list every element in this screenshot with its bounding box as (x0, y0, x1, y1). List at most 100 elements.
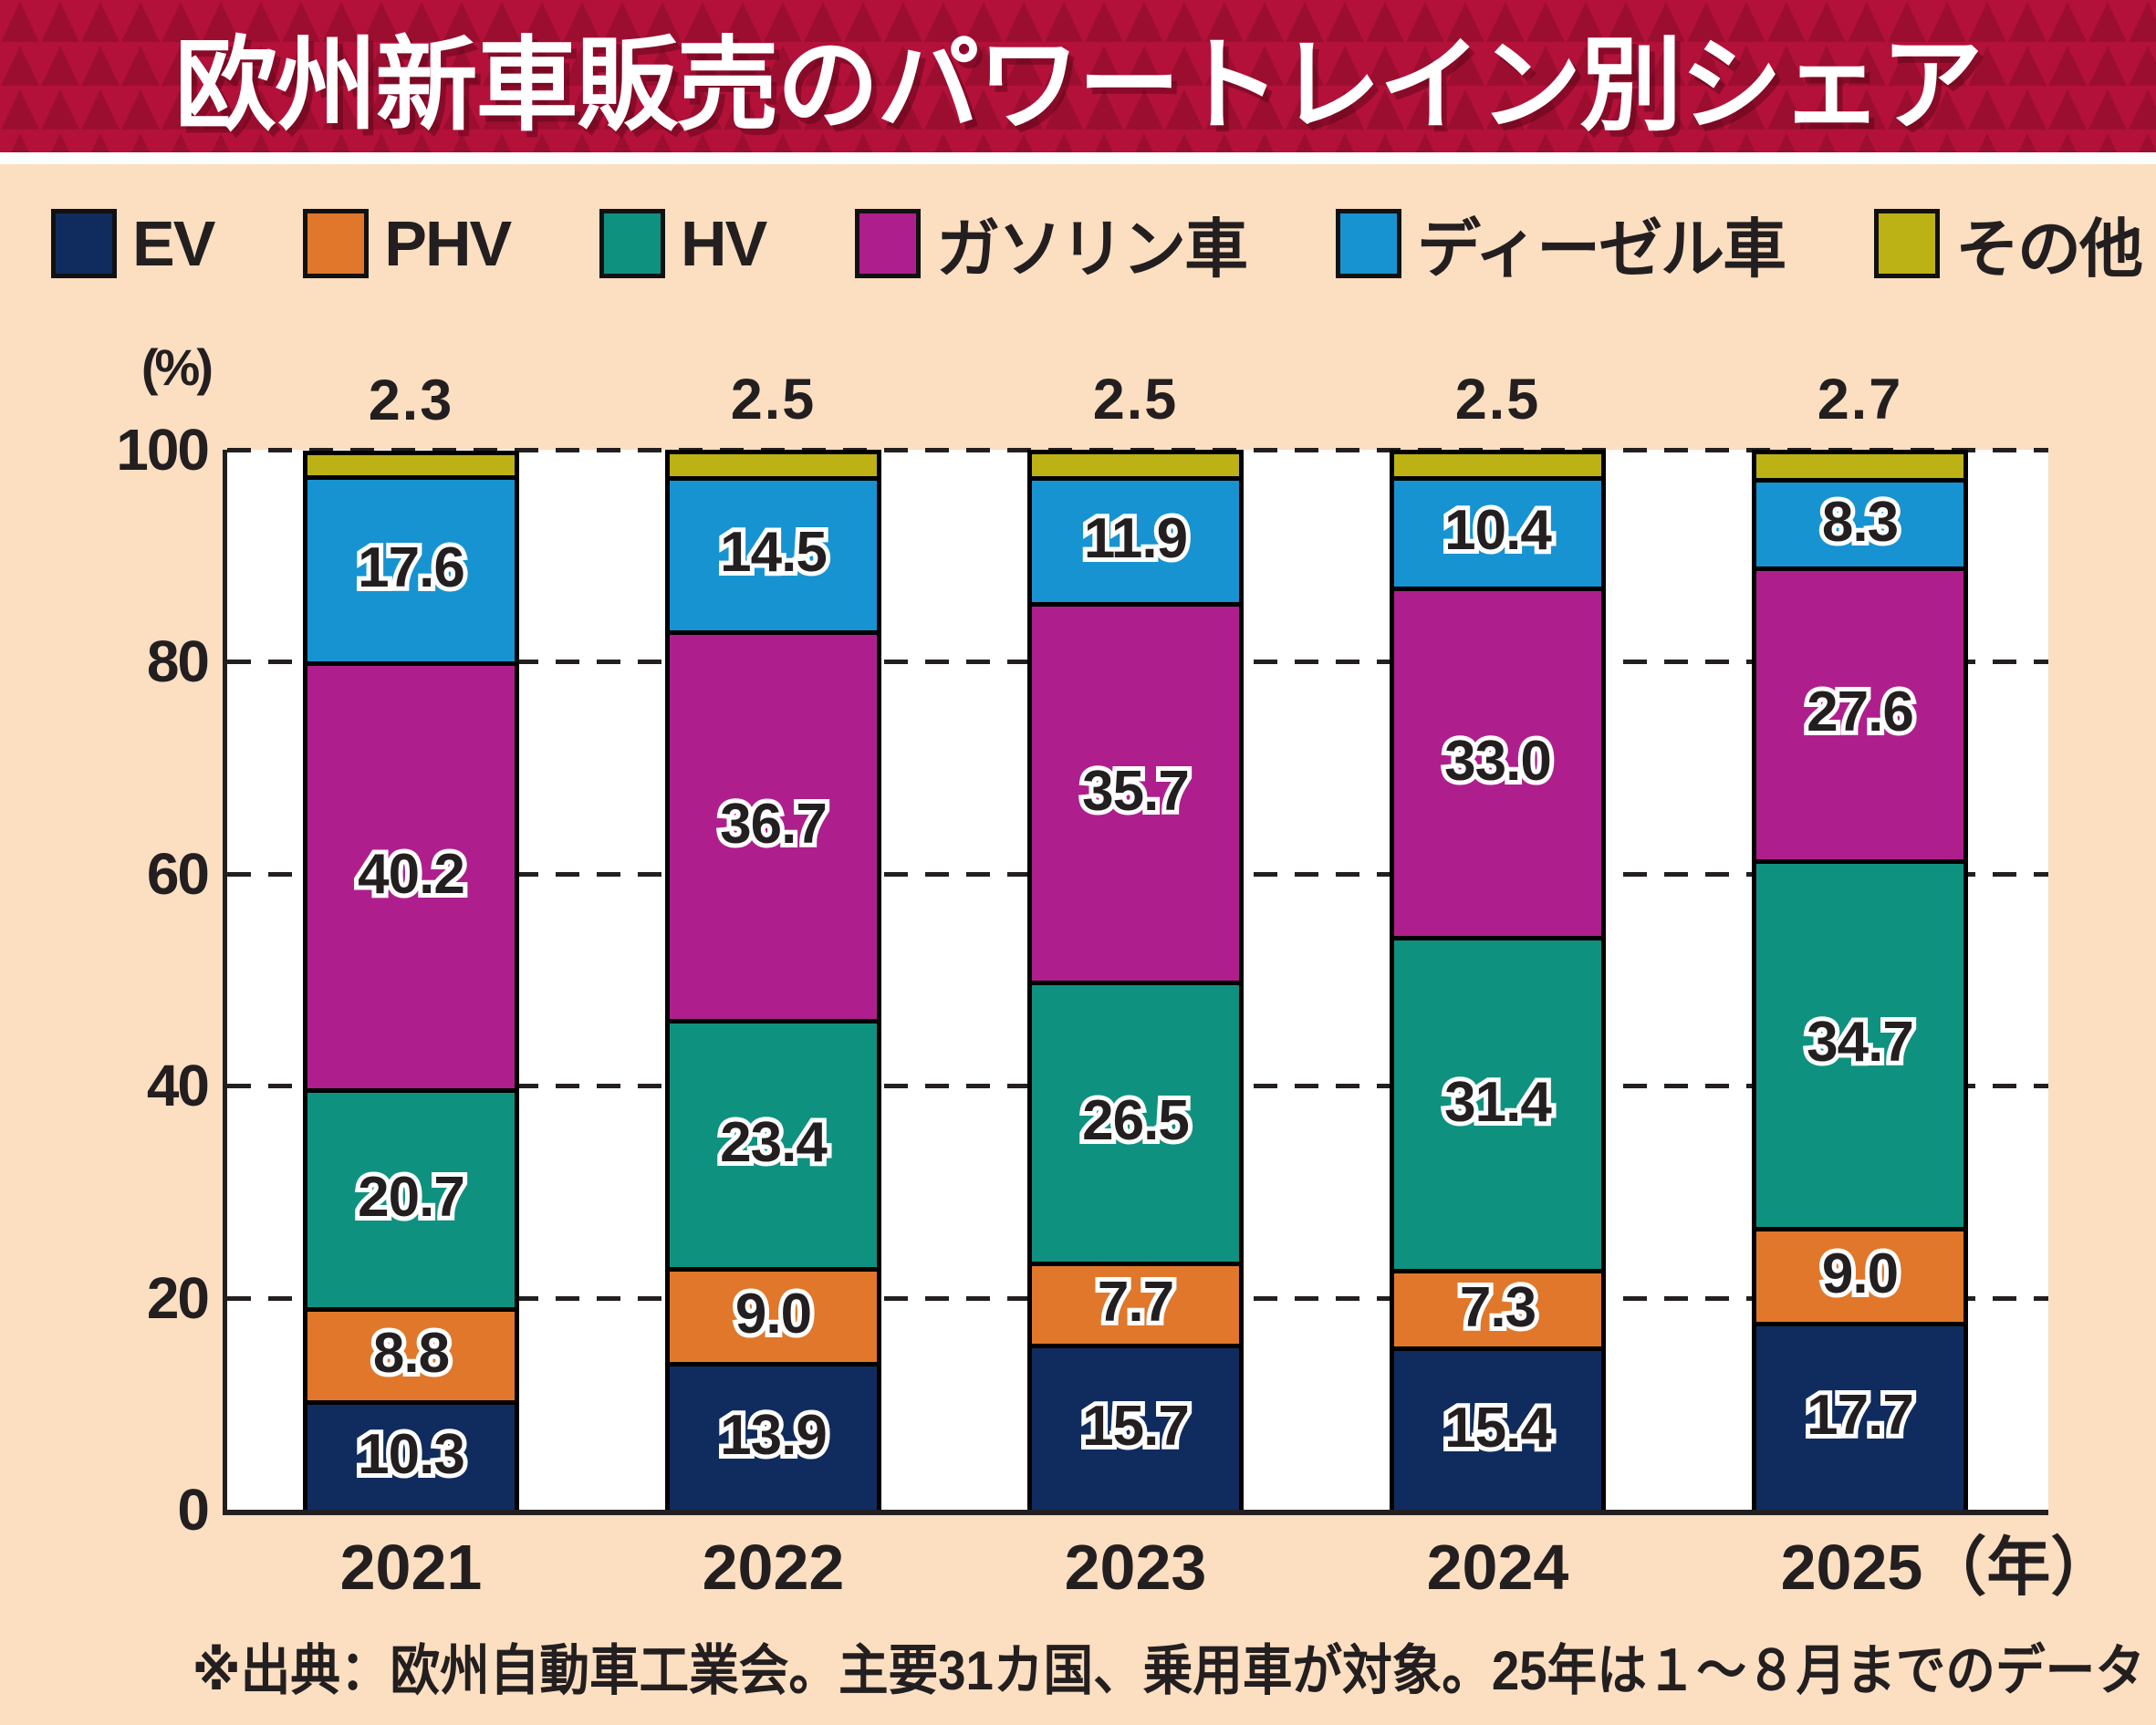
segment-value-label: 9.0 (1817, 1238, 1903, 1310)
segment-value-label: 26.5 (1078, 1085, 1194, 1157)
source-footnote: ※出典：欧州自動車工業会。主要31カ国、乗用車が対象。25年は１～８月までのデー… (192, 1640, 2145, 1701)
above-bar-value-label-2024: 2.5 (1454, 368, 1541, 431)
bar-segment-HV-2025 (1752, 858, 1968, 1227)
bar-segment-ディーゼル車-2023 (1027, 476, 1244, 603)
legend-swatch-icon (51, 209, 117, 278)
segment-value-label: 9.0 (731, 1278, 817, 1350)
stacked-bar-2025: 17.7 9.0 34.7 27.6 8.3 (1752, 450, 1968, 1510)
bar-segment-ディーゼル車-2021 (303, 474, 519, 662)
segment-value-label: 8.3 (1817, 486, 1903, 558)
legend-item-5: ディーゼル車 (1336, 198, 1786, 290)
bar-segment-PHV-2024 (1390, 1269, 1606, 1347)
segment-value-label: 23.4 (715, 1107, 832, 1179)
above-bar-value-label-2022: 2.5 (730, 368, 817, 431)
legend-swatch-icon (1336, 209, 1402, 278)
x-tick-label-2022: 2022 (702, 1532, 845, 1603)
x-tick-label-2025: 2025（年） (1780, 1532, 2115, 1603)
bar-segment-その他-2021 (303, 451, 519, 475)
legend: EV PHV HV ガソリン車 ディーゼル車 その他 (0, 203, 2156, 285)
y-tick-label-80: 80 (146, 629, 210, 695)
y-tick-label-0: 0 (177, 1477, 210, 1543)
bar-segment-ガソリン車-2021 (303, 661, 519, 1088)
segment-value-label: 13.9 (715, 1399, 832, 1471)
legend-item-4: ガソリン車 (855, 198, 1248, 290)
stacked-bar-2022: 13.9 9.0 23.4 36.7 14.5 (665, 450, 881, 1510)
bar-segment-その他-2022 (665, 450, 881, 477)
stacked-bar-2024: 15.4 7.3 31.4 33.0 10.4 (1390, 450, 1606, 1510)
legend-item-2: PHV (303, 207, 512, 280)
legend-swatch-icon (1873, 209, 1940, 278)
legend-item-3: HV (599, 207, 767, 280)
y-tick-label-60: 60 (146, 840, 210, 907)
segment-value-label: 27.6 (1802, 676, 1919, 748)
stacked-bar-2021: 10.3 8.8 20.7 40.2 17.6 (303, 451, 519, 1510)
bar-segment-HV-2023 (1027, 981, 1244, 1263)
segment-value-label: 10.4 (1440, 494, 1557, 566)
legend-item-label: ディーゼル車 (1417, 213, 1786, 285)
bar-segment-その他-2023 (1027, 450, 1244, 477)
legend-item-1: EV (51, 207, 215, 280)
segment-value-label: 8.8 (369, 1317, 454, 1389)
y-axis-line (223, 450, 227, 1515)
bar-segment-EV-2022 (665, 1362, 881, 1510)
segment-value-label: 20.7 (353, 1161, 470, 1233)
x-tick-label-2021: 2021 (339, 1532, 483, 1603)
segment-value-label: 17.7 (1802, 1379, 1919, 1451)
legend-swatch-icon (855, 209, 922, 278)
x-axis-line (223, 1510, 2048, 1515)
segment-value-label: 11.9 (1079, 503, 1193, 575)
bar-segment-ガソリン車-2022 (665, 629, 881, 1019)
bar-segment-EV-2024 (1390, 1346, 1606, 1510)
bar-segment-PHV-2023 (1027, 1262, 1244, 1344)
segment-value-label: 40.2 (353, 838, 470, 910)
y-tick-label-40: 40 (146, 1053, 210, 1119)
segment-value-label: 10.3 (353, 1418, 470, 1491)
segment-value-label: 7.7 (1093, 1266, 1179, 1338)
bar-segment-HV-2022 (665, 1018, 881, 1267)
y-tick-label-100: 100 (116, 417, 210, 483)
stacked-bar-2023: 15.7 7.7 26.5 35.7 11.9 (1027, 450, 1244, 1510)
x-tick-label-2023: 2023 (1064, 1532, 1207, 1603)
segment-value-label: 35.7 (1078, 755, 1194, 827)
bar-segment-ガソリン車-2025 (1752, 566, 1968, 859)
legend-swatch-icon (599, 209, 666, 278)
segment-value-label: 34.7 (1802, 1006, 1919, 1078)
bar-segment-その他-2024 (1390, 450, 1606, 477)
segment-value-label: 15.7 (1078, 1390, 1194, 1462)
bar-segment-ディーゼル車-2024 (1390, 476, 1606, 587)
bar-segment-PHV-2021 (303, 1307, 519, 1401)
segment-value-label: 17.6 (353, 532, 470, 604)
legend-item-label: その他 (1954, 213, 2143, 285)
bar-segment-EV-2025 (1752, 1322, 1968, 1510)
bar-segment-ガソリン車-2023 (1027, 602, 1244, 982)
legend-item-label: HV (681, 208, 767, 279)
bar-segment-PHV-2025 (1752, 1226, 1968, 1323)
y-axis-unit-label: (%) (141, 338, 214, 396)
segment-value-label: 7.3 (1455, 1272, 1541, 1344)
segment-value-label: 33.0 (1440, 725, 1557, 797)
segment-value-label: 14.5 (715, 516, 832, 588)
legend-item-label: PHV (384, 208, 512, 279)
header-triangle-pattern (0, 0, 2156, 152)
legend-item-6: その他 (1873, 198, 2143, 290)
bar-segment-ディーゼル車-2025 (1752, 478, 1968, 566)
segment-value-label: 31.4 (1440, 1066, 1557, 1138)
bar-segment-その他-2025 (1752, 450, 1968, 479)
segment-value-label: 36.7 (715, 788, 832, 860)
bar-segment-HV-2021 (303, 1087, 519, 1308)
bar-segment-PHV-2022 (665, 1266, 881, 1363)
header-band: 欧州新車販売のパワートレイン別シェア (0, 0, 2156, 164)
y-tick-label-20: 20 (146, 1264, 210, 1331)
above-bar-value-label-2021: 2.3 (368, 369, 454, 433)
bar-segment-EV-2021 (303, 1400, 519, 1510)
legend-item-label: ガソリン車 (936, 213, 1248, 285)
segment-value-label: 15.4 (1440, 1392, 1557, 1464)
bar-segment-HV-2024 (1390, 936, 1606, 1270)
x-tick-label-2024: 2024 (1426, 1532, 1569, 1603)
legend-item-label: EV (132, 208, 215, 279)
bar-segment-EV-2023 (1027, 1343, 1244, 1510)
above-bar-value-label-2023: 2.5 (1092, 368, 1179, 431)
above-bar-value-label-2025: 2.7 (1817, 368, 1903, 431)
page-title: 欧州新車販売のパワートレイン別シェア (174, 27, 1984, 142)
